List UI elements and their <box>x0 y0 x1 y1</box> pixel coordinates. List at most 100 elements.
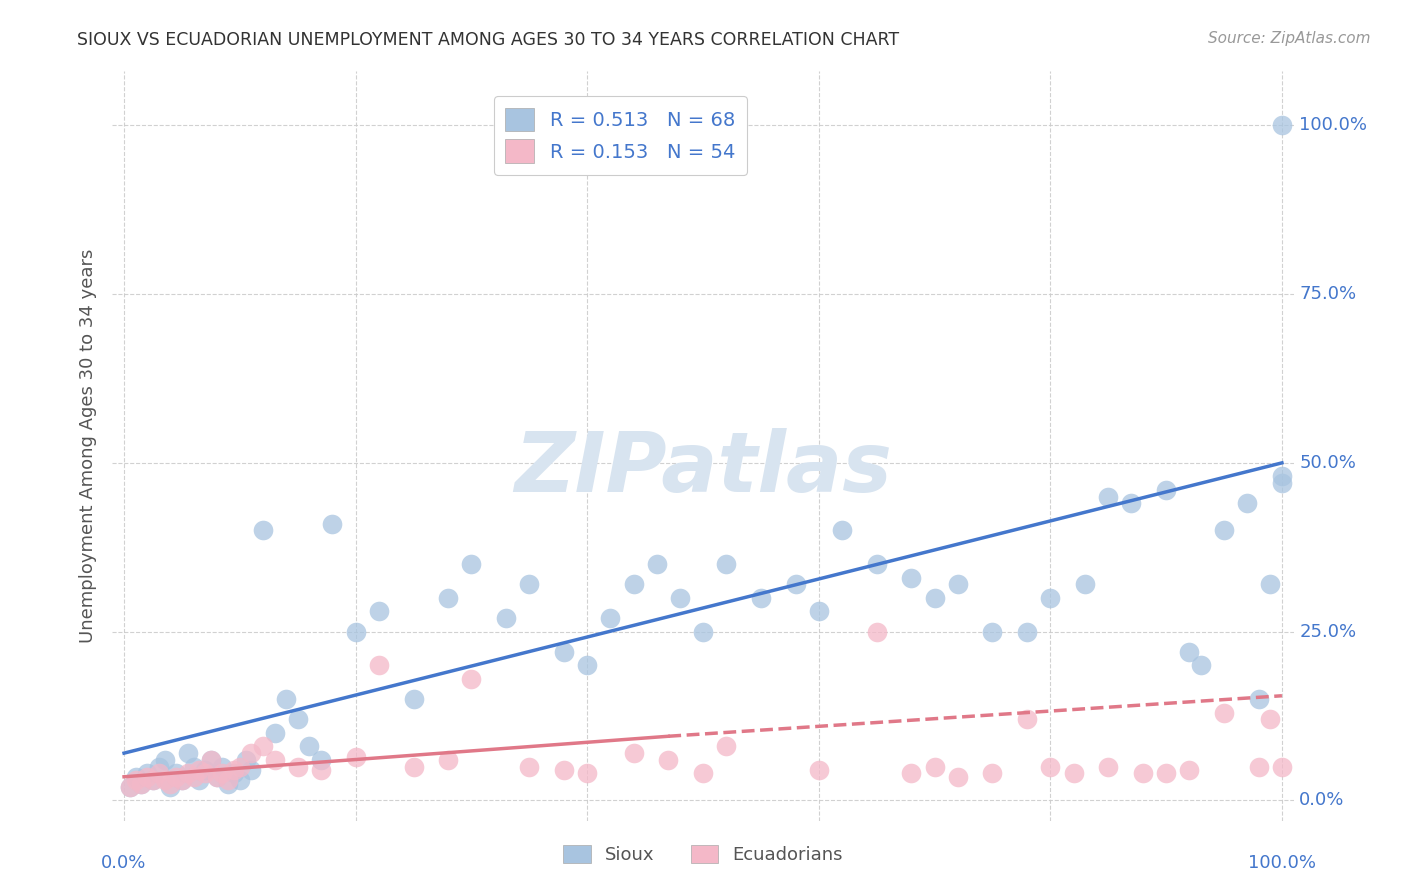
Point <box>576 766 599 780</box>
Text: 75.0%: 75.0% <box>1299 285 1357 303</box>
Point <box>136 770 159 784</box>
Point <box>669 591 692 605</box>
Point <box>118 780 141 794</box>
Point <box>714 557 737 571</box>
Point <box>153 753 176 767</box>
Point <box>287 712 309 726</box>
Point <box>263 726 285 740</box>
Y-axis label: Unemployment Among Ages 30 to 34 years: Unemployment Among Ages 30 to 34 years <box>79 249 97 643</box>
Point <box>252 739 274 754</box>
Point <box>131 776 153 790</box>
Point <box>211 766 233 780</box>
Point <box>1154 766 1177 780</box>
Point <box>1097 759 1119 773</box>
Point <box>1132 766 1154 780</box>
Point <box>714 739 737 754</box>
Point <box>183 759 205 773</box>
Point <box>131 776 153 790</box>
Point <box>553 763 575 777</box>
Point <box>1213 524 1236 538</box>
Point <box>1074 577 1097 591</box>
Point <box>749 591 772 605</box>
Point <box>142 773 165 788</box>
Point <box>1271 469 1294 483</box>
Text: 0.0%: 0.0% <box>101 855 146 872</box>
Text: 0.0%: 0.0% <box>1299 791 1344 809</box>
Point <box>831 524 853 538</box>
Point <box>263 753 285 767</box>
Point <box>188 773 211 788</box>
Point <box>1039 759 1062 773</box>
Point <box>866 557 889 571</box>
Point <box>495 611 517 625</box>
Point <box>136 766 159 780</box>
Text: Source: ZipAtlas.com: Source: ZipAtlas.com <box>1208 31 1371 46</box>
Point <box>576 658 599 673</box>
Point <box>1213 706 1236 720</box>
Point <box>623 746 645 760</box>
Point <box>692 624 714 639</box>
Point <box>1271 759 1294 773</box>
Point <box>170 773 193 788</box>
Point <box>344 624 367 639</box>
Point <box>235 753 257 767</box>
Point <box>165 770 187 784</box>
Point <box>148 766 170 780</box>
Point <box>623 577 645 591</box>
Point <box>402 692 425 706</box>
Point <box>118 780 141 794</box>
Point <box>1178 763 1201 777</box>
Point <box>924 759 946 773</box>
Legend: Sioux, Ecuadorians: Sioux, Ecuadorians <box>557 838 849 871</box>
Point <box>866 624 889 639</box>
Point <box>1017 624 1039 639</box>
Point <box>437 591 460 605</box>
Point <box>321 516 343 531</box>
Point <box>367 604 389 618</box>
Point <box>553 645 575 659</box>
Point <box>183 770 205 784</box>
Point <box>1097 490 1119 504</box>
Point <box>1271 119 1294 133</box>
Point <box>159 776 181 790</box>
Point <box>900 766 922 780</box>
Point <box>1260 712 1282 726</box>
Point <box>437 753 460 767</box>
Point <box>924 591 946 605</box>
Point <box>165 766 187 780</box>
Point <box>153 773 176 788</box>
Point <box>309 763 332 777</box>
Point <box>807 604 830 618</box>
Point <box>946 770 969 784</box>
Point <box>1154 483 1177 497</box>
Point <box>367 658 389 673</box>
Point <box>460 557 482 571</box>
Point <box>222 763 245 777</box>
Point <box>1260 577 1282 591</box>
Point <box>460 672 482 686</box>
Point <box>217 776 239 790</box>
Point <box>309 753 332 767</box>
Point <box>344 749 367 764</box>
Point <box>1063 766 1085 780</box>
Point <box>1271 476 1294 491</box>
Point <box>807 763 830 777</box>
Point <box>276 692 298 706</box>
Point <box>657 753 679 767</box>
Point <box>1017 712 1039 726</box>
Point <box>402 759 425 773</box>
Point <box>599 611 621 625</box>
Point <box>177 746 200 760</box>
Point <box>1039 591 1062 605</box>
Point <box>1247 692 1270 706</box>
Point <box>287 759 309 773</box>
Point <box>1189 658 1212 673</box>
Point <box>124 770 146 784</box>
Point <box>785 577 807 591</box>
Point <box>200 753 222 767</box>
Point <box>240 763 263 777</box>
Point <box>142 773 165 788</box>
Point <box>517 577 540 591</box>
Point <box>298 739 321 754</box>
Point <box>1247 759 1270 773</box>
